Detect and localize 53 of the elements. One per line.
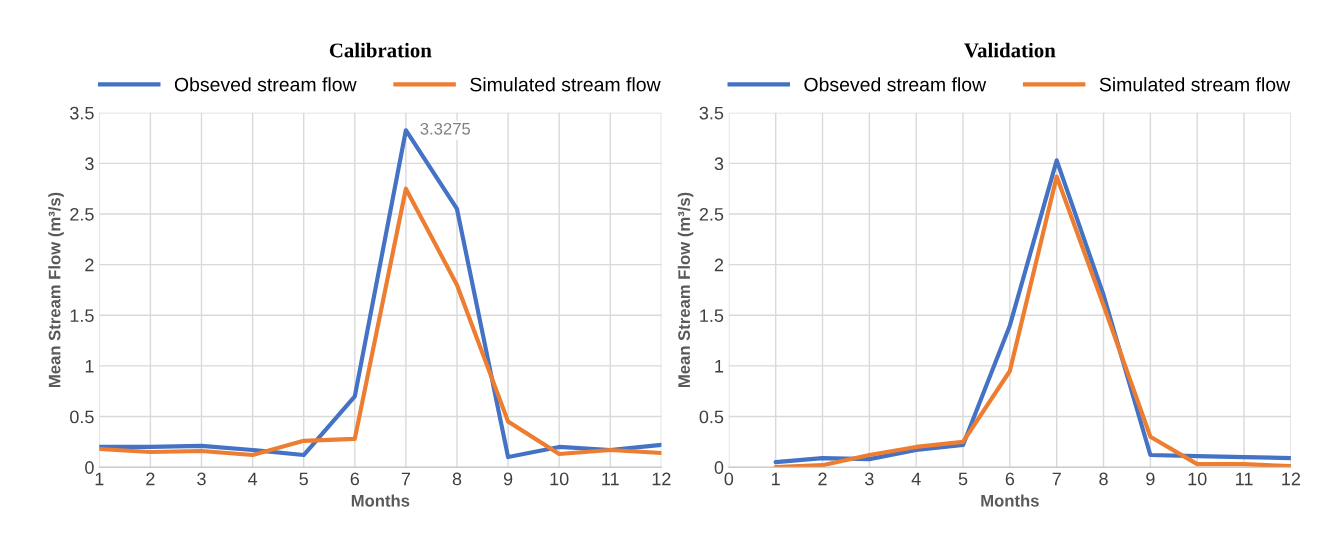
y-tick-label: 1 [85, 360, 94, 373]
x-tick-label: 10 [1188, 472, 1207, 486]
x-tick-label: 2 [818, 472, 827, 486]
y-tick-label: 2.5 [699, 207, 724, 221]
x-tick-label: 9 [1146, 472, 1155, 486]
x-tick-label: 1 [95, 472, 104, 486]
x-tick-label: 12 [652, 472, 671, 486]
x-tick-label: 3 [865, 472, 874, 486]
x-axis-title: Months [981, 494, 1039, 507]
y-tick-label: 1.5 [700, 309, 724, 323]
y-tick-label: 2 [85, 258, 94, 272]
y-axis-title: Mean Stream Flow (m³/s) [48, 192, 64, 388]
x-tick-label: 0 [724, 472, 734, 486]
chart-title: Calibration [329, 42, 432, 58]
y-tick-label: 1.5 [70, 309, 94, 323]
x-tick-label: 8 [1099, 472, 1108, 486]
x-tick-label: 3 [197, 472, 206, 486]
legend-label: Obseved stream flow [174, 77, 357, 92]
y-tick-label: 3.5 [70, 106, 94, 120]
y-tick-label: 1 [715, 360, 724, 373]
y-tick-label: 3 [714, 157, 724, 171]
legend-label: Obseved stream flow [804, 77, 987, 92]
x-tick-label: 5 [299, 472, 308, 486]
y-tick-label: 0.5 [699, 410, 724, 424]
x-tick-label: 5 [958, 472, 968, 486]
x-tick-label: 4 [911, 472, 921, 486]
y-tick-label: 0 [714, 461, 724, 474]
x-tick-label: 1 [772, 472, 780, 486]
x-tick-label: 7 [1052, 472, 1061, 486]
x-tick-label: 6 [1005, 472, 1015, 486]
chart-title: Validation [964, 42, 1056, 58]
x-tick-label: 2 [146, 472, 155, 486]
y-tick-label: 2 [714, 258, 724, 272]
y-tick-label: 3 [85, 157, 94, 171]
x-tick-label: 6 [350, 472, 360, 486]
y-tick-label: 0 [85, 461, 94, 474]
x-tick-label: 4 [247, 472, 258, 486]
x-tick-label: 11 [602, 472, 619, 486]
y-tick-label: 2.5 [70, 207, 94, 221]
data-label: 3.3275 [420, 122, 471, 135]
x-tick-label: 8 [452, 472, 462, 486]
legend-label: Simulated stream flow [470, 77, 661, 92]
line-series [99, 186, 662, 458]
y-tick-label: 0.5 [70, 410, 94, 424]
x-axis-title: Months [351, 494, 410, 507]
x-tick-label: 11 [1236, 472, 1253, 486]
legend-label: Simulated stream flow [1099, 77, 1291, 92]
x-tick-label: 9 [503, 472, 513, 486]
x-tick-label: 10 [550, 472, 569, 486]
x-tick-label: 7 [401, 472, 410, 486]
y-tick-label: 3.5 [699, 106, 724, 120]
y-axis-title: Mean Stream Flow (m³/s) [677, 192, 694, 388]
x-tick-label: 12 [1282, 472, 1301, 486]
